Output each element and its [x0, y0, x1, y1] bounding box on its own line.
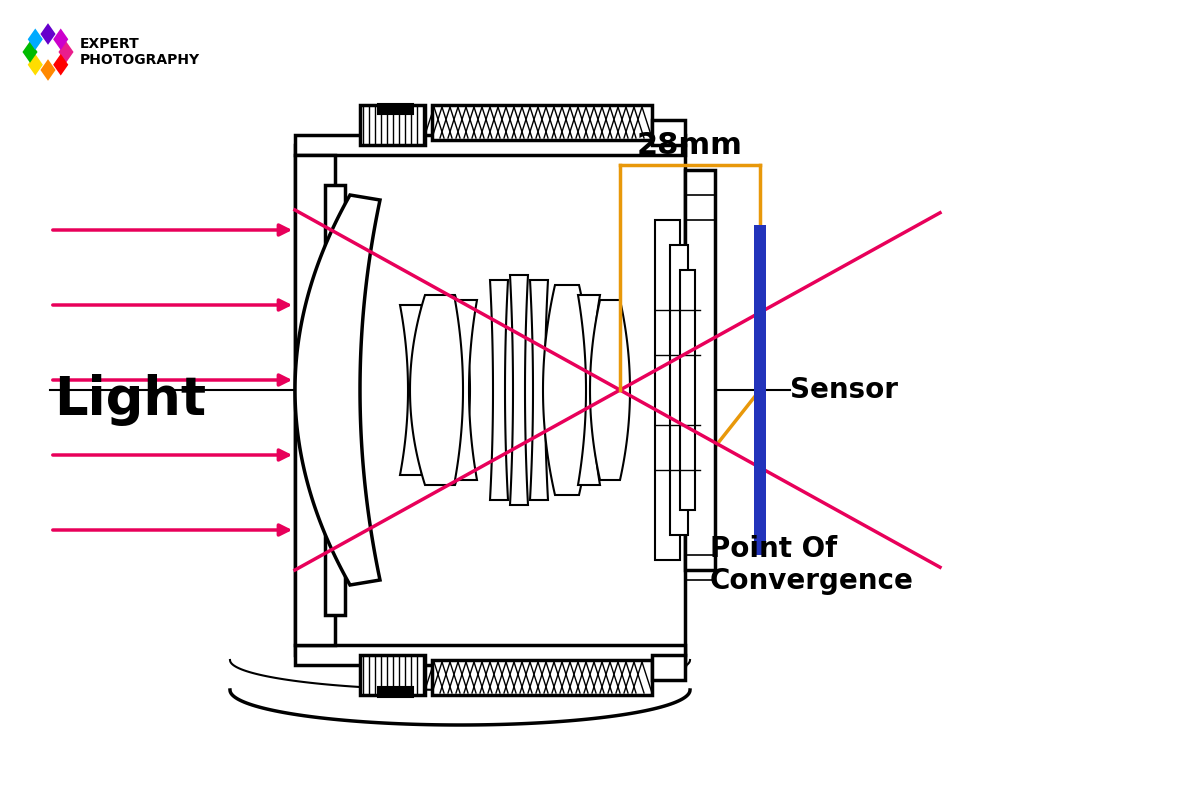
Bar: [325, 185, 346, 615]
Bar: [652, 655, 685, 680]
Polygon shape: [28, 29, 43, 50]
Bar: [655, 220, 680, 560]
Text: Light: Light: [54, 374, 206, 426]
Bar: [378, 104, 413, 114]
Text: Point Of
Convergence: Point Of Convergence: [710, 534, 914, 595]
Polygon shape: [23, 41, 37, 62]
Polygon shape: [530, 280, 548, 500]
Bar: [432, 105, 652, 140]
Polygon shape: [510, 275, 528, 505]
Bar: [754, 225, 766, 555]
Bar: [295, 145, 685, 655]
Polygon shape: [490, 280, 508, 500]
Bar: [680, 270, 695, 510]
Polygon shape: [544, 285, 590, 495]
Text: EXPERT: EXPERT: [80, 37, 139, 51]
Bar: [295, 155, 335, 645]
Polygon shape: [53, 29, 68, 50]
Polygon shape: [590, 300, 630, 480]
Text: 28mm: 28mm: [637, 130, 743, 159]
Bar: [685, 170, 715, 570]
Polygon shape: [295, 195, 380, 585]
Bar: [378, 687, 413, 697]
Polygon shape: [41, 23, 55, 45]
Bar: [295, 645, 685, 665]
Polygon shape: [578, 295, 600, 485]
Polygon shape: [28, 54, 43, 75]
Bar: [432, 660, 652, 695]
Bar: [360, 105, 425, 145]
Polygon shape: [455, 300, 478, 480]
Bar: [360, 655, 425, 695]
Polygon shape: [53, 54, 68, 75]
Text: PHOTOGRAPHY: PHOTOGRAPHY: [80, 53, 200, 67]
Text: Sensor: Sensor: [790, 376, 898, 404]
Polygon shape: [59, 41, 73, 62]
Polygon shape: [41, 59, 55, 81]
Bar: [652, 120, 685, 145]
Bar: [670, 245, 688, 535]
Polygon shape: [410, 295, 470, 485]
Polygon shape: [400, 305, 422, 475]
Bar: [295, 135, 685, 155]
